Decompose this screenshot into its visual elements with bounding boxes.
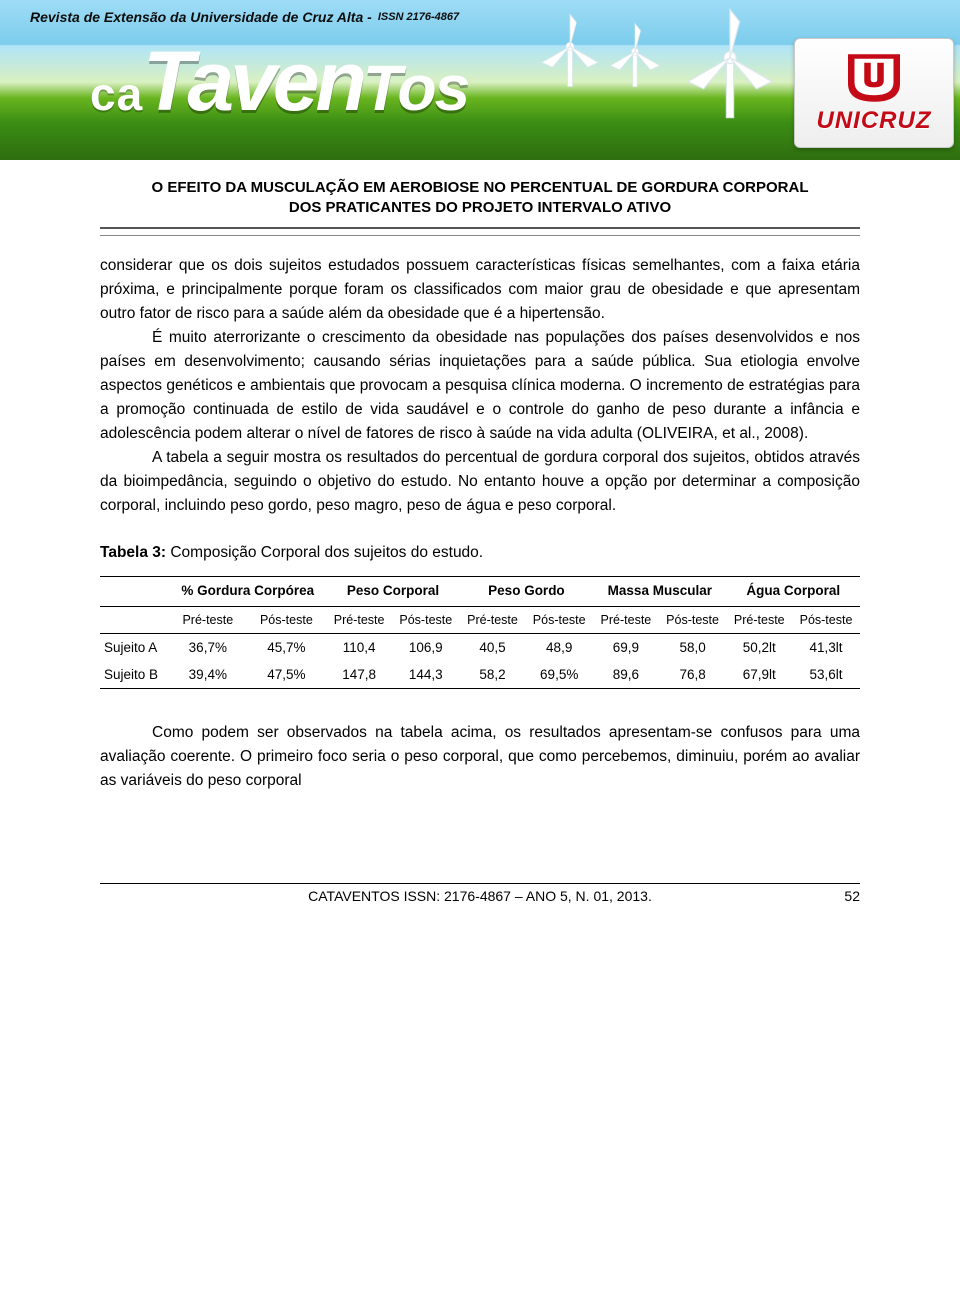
body-text: considerar que os dois sujeitos estudado… (100, 254, 860, 518)
article-title-line1: O EFEITO DA MUSCULAÇÃO EM AEROBIOSE NO P… (100, 178, 860, 198)
composition-table: % Gordura Corpórea Peso Corporal Peso Go… (100, 576, 860, 689)
cell: 45,7% (246, 633, 326, 661)
table-caption-label: Tabela 3: (100, 544, 166, 561)
footer-citation: CATAVENTOS ISSN: 2176-4867 – ANO 5, N. 0… (308, 888, 652, 904)
row-label: Sujeito A (100, 633, 169, 661)
table-subheader: Pós-teste (392, 606, 460, 633)
cell: 58,2 (460, 661, 526, 689)
journal-name: Revista de Extensão da Universidade de C… (30, 9, 372, 25)
page-number: 52 (844, 888, 860, 904)
cell: 36,7% (169, 633, 246, 661)
article-title-line2: DOS PRATICANTES DO PROJETO INTERVALO ATI… (100, 198, 860, 218)
cell: 89,6 (593, 661, 659, 689)
issn-label: ISSN 2176-4867 (378, 11, 459, 23)
logo-part-taven: Taven (143, 33, 363, 130)
cell: 47,5% (246, 661, 326, 689)
row-label: Sujeito B (100, 661, 169, 689)
cell: 69,9 (593, 633, 659, 661)
cell: 106,9 (392, 633, 460, 661)
logo-part-tos: Tos (363, 51, 468, 125)
cell: 110,4 (326, 633, 392, 661)
table-subheader-row: Pré-teste Pós-teste Pré-teste Pós-teste … (100, 606, 860, 633)
cell: 69,5% (525, 661, 593, 689)
table-subheader: Pós-teste (659, 606, 727, 633)
table-group-header: Massa Muscular (593, 576, 726, 606)
table-stub-header (100, 576, 169, 606)
table-header-row: % Gordura Corpórea Peso Corporal Peso Go… (100, 576, 860, 606)
table-group-header: Peso Corporal (326, 576, 459, 606)
unicruz-text: UNICRUZ (817, 107, 932, 135)
paragraph: A tabela a seguir mostra os resultados d… (100, 446, 860, 518)
cell: 67,9lt (727, 661, 793, 689)
windmill-icon (530, 8, 610, 88)
cell: 58,0 (659, 633, 727, 661)
body-text: Como podem ser observados na tabela acim… (100, 721, 860, 793)
table-caption: Tabela 3: Composição Corporal dos sujeit… (100, 544, 860, 562)
table-subheader: Pós-teste (246, 606, 326, 633)
cell: 50,2lt (727, 633, 793, 661)
journal-title-bar: Revista de Extensão da Universidade de C… (30, 6, 930, 28)
table-subheader: Pré-teste (727, 606, 793, 633)
windmill-icon (670, 0, 790, 120)
cell: 40,5 (460, 633, 526, 661)
table-subheader: Pré-teste (593, 606, 659, 633)
logo-part-ca: ca (90, 67, 143, 121)
article-title: O EFEITO DA MUSCULAÇÃO EM AEROBIOSE NO P… (100, 178, 860, 219)
journal-banner: Revista de Extensão da Universidade de C… (0, 0, 960, 160)
cell: 41,3lt (792, 633, 860, 661)
cell: 76,8 (659, 661, 727, 689)
cell: 39,4% (169, 661, 246, 689)
unicruz-badge: UNICRUZ (794, 38, 954, 148)
paragraph: Como podem ser observados na tabela acim… (100, 721, 860, 793)
table-stub-header (100, 606, 169, 633)
table-caption-text: Composição Corporal dos sujeitos do estu… (166, 544, 483, 561)
table-group-header: Água Corporal (727, 576, 860, 606)
table-subheader: Pré-teste (169, 606, 246, 633)
table-group-header: % Gordura Corpórea (169, 576, 326, 606)
title-rule-thin (100, 235, 860, 236)
table-row: Sujeito B 39,4% 47,5% 147,8 144,3 58,2 6… (100, 661, 860, 689)
title-rule (100, 227, 860, 229)
cell: 147,8 (326, 661, 392, 689)
table-row: Sujeito A 36,7% 45,7% 110,4 106,9 40,5 4… (100, 633, 860, 661)
table-subheader: Pós-teste (792, 606, 860, 633)
windmill-icon (600, 18, 670, 88)
paragraph: considerar que os dois sujeitos estudado… (100, 254, 860, 326)
journal-logo: ca Taven Tos (90, 33, 468, 130)
cell: 53,6lt (792, 661, 860, 689)
page-footer: CATAVENTOS ISSN: 2176-4867 – ANO 5, N. 0… (100, 883, 860, 904)
table-group-header: Peso Gordo (460, 576, 593, 606)
cell: 48,9 (525, 633, 593, 661)
article-page: O EFEITO DA MUSCULAÇÃO EM AEROBIOSE NO P… (0, 160, 960, 813)
paragraph: É muito aterrorizante o crescimento da o… (100, 326, 860, 446)
unicruz-shield-icon (840, 51, 908, 103)
cell: 144,3 (392, 661, 460, 689)
table-subheader: Pós-teste (525, 606, 593, 633)
table-subheader: Pré-teste (460, 606, 526, 633)
table-subheader: Pré-teste (326, 606, 392, 633)
